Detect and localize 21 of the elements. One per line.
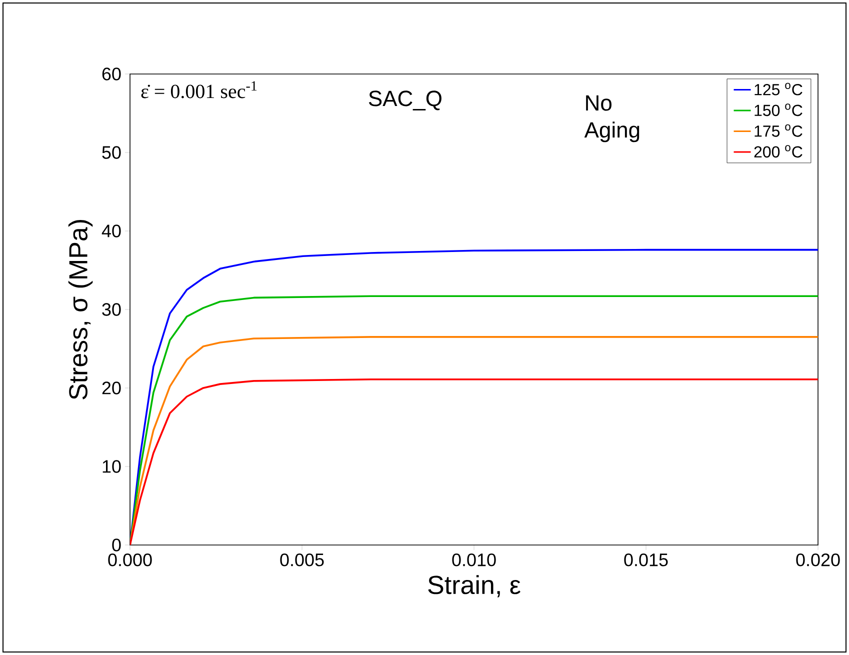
y-tick-label: 10	[102, 460, 121, 473]
y-tick-label: 0	[112, 538, 121, 552]
legend-label: 125 $^{o}$C	[754, 82, 802, 96]
legend-label: 150 $^{o}$C	[754, 104, 802, 116]
legend-label: 175 $^{o}$C	[754, 124, 802, 137]
y-tick-label: 60	[102, 68, 121, 80]
y-tick-label: 20	[102, 382, 121, 394]
x-tick-label: 0.005	[280, 554, 324, 566]
y-tick-label: 50	[102, 146, 121, 159]
y-tick-label: 40	[102, 224, 121, 238]
legend-label: 200 $^{o}$C	[754, 145, 802, 158]
y-axis-title: Stress, σ (MPa)	[68, 220, 93, 400]
y-tick-label: 30	[102, 303, 121, 316]
x-tick-label: 0.000	[108, 554, 152, 566]
x-tick-label: 0.020	[796, 554, 840, 566]
x-axis-title: Strain, ε	[428, 575, 520, 598]
annotation: ε̇ = 0.001 sec$^{-1}$	[141, 81, 257, 98]
x-tick-label: 0.010	[452, 554, 496, 566]
annotation: No Aging	[584, 95, 640, 142]
x-tick-label: 0.015	[624, 554, 668, 566]
annotation: SAC_Q	[368, 90, 442, 110]
